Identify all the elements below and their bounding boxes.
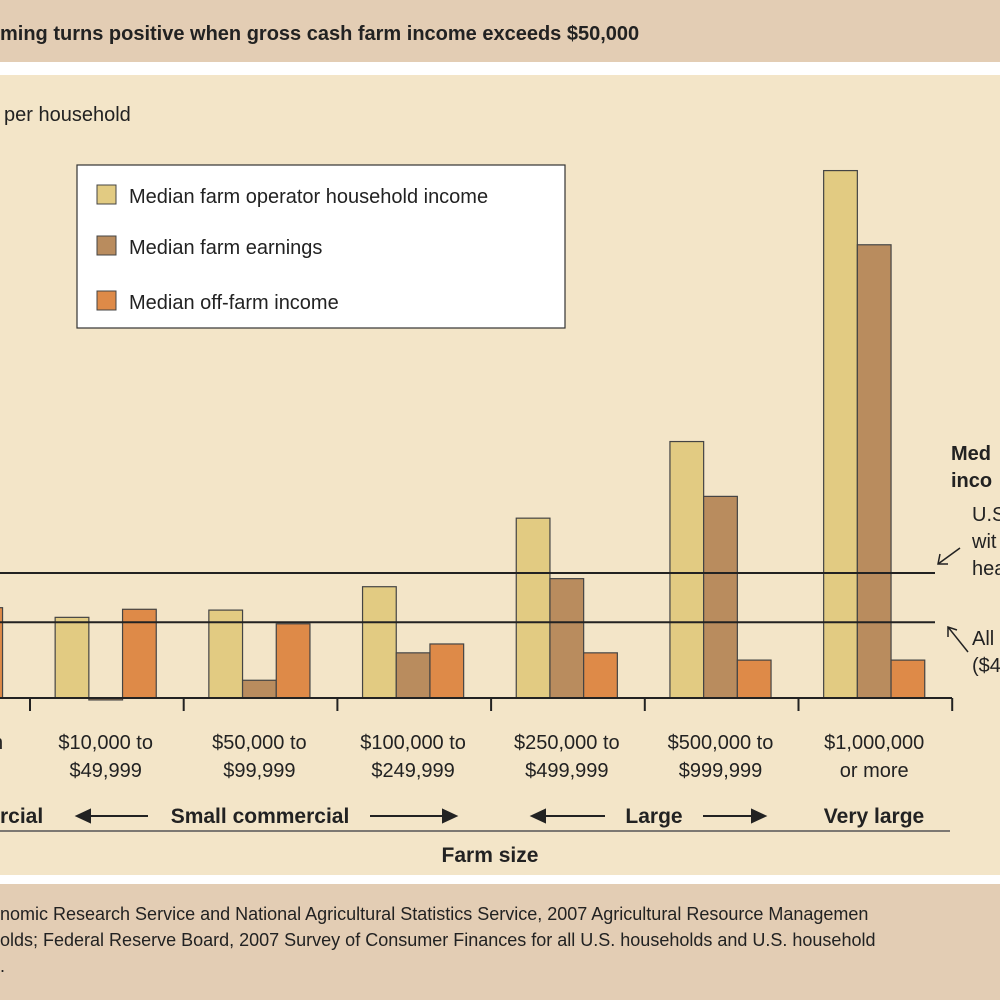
- source-line: nomic Research Service and National Agri…: [0, 904, 868, 924]
- arrow-left-icon: [529, 808, 605, 824]
- legend: Median farm operator household income Me…: [76, 164, 566, 329]
- x-ticks: [29, 698, 954, 711]
- source-line: .: [0, 956, 5, 976]
- bar-median-off-farm-income: [736, 659, 772, 699]
- legend-swatch-household-income: [96, 184, 117, 205]
- group-label: Large: [625, 805, 682, 828]
- bar-median-farm-earnings: [395, 652, 431, 699]
- x-tick-label: $10,000 to: [58, 732, 153, 754]
- arrow-right-icon: [370, 808, 459, 824]
- group-label: Very large: [824, 805, 924, 828]
- source-line: olds; Federal Reserve Board, 2007 Survey…: [0, 930, 875, 950]
- arrow-right-icon: [703, 808, 768, 824]
- bar-median-off-farm-income: [0, 607, 4, 699]
- group-label: rcial: [0, 805, 43, 828]
- arrow-icon: [947, 625, 969, 653]
- x-tick-label: $500,000 to: [668, 732, 774, 754]
- bar-median-farm-earnings: [703, 495, 738, 699]
- bar-median-off-farm-income: [890, 659, 926, 699]
- x-tick-label: $250,000 to: [514, 732, 620, 754]
- legend-swatch-off-farm-income: [96, 290, 117, 311]
- x-tick-label: $50,000 to: [212, 732, 307, 754]
- ref-label: U.S: [972, 504, 1000, 526]
- bar-median-farm-operator-household-income: [361, 586, 397, 699]
- legend-label: Median farm earnings: [129, 237, 322, 259]
- ref-label-bold: inco: [951, 470, 992, 492]
- ref-label: wit: [971, 531, 997, 553]
- bar-median-farm-operator-household-income: [669, 440, 705, 699]
- legend-swatch-farm-earnings: [96, 235, 117, 256]
- bar-median-farm-earnings: [549, 578, 585, 699]
- legend-label: Median off-farm income: [129, 292, 339, 314]
- arrow-left-icon: [74, 808, 148, 824]
- bar-median-off-farm-income: [275, 623, 311, 699]
- x-tick-label: $100,000 to: [360, 732, 466, 754]
- group-label: Small commercial: [171, 805, 350, 828]
- bar-median-farm-earnings: [856, 244, 892, 699]
- bar-median-farm-operator-household-income: [823, 169, 858, 699]
- bar-median-farm-earnings: [241, 679, 277, 699]
- chart-title: ming turns positive when gross cash farm…: [0, 23, 639, 45]
- bar-median-off-farm-income: [429, 643, 465, 699]
- bar-median-off-farm-income: [121, 608, 157, 699]
- bars: [0, 169, 926, 701]
- x-tick-label: $999,999: [679, 760, 762, 782]
- x-tick-label: or more: [840, 760, 909, 782]
- ref-label-bold: Med: [951, 443, 991, 465]
- x-tick-label: $249,999: [371, 760, 454, 782]
- reference-lines: [0, 572, 935, 624]
- arrow-icon: [937, 547, 961, 565]
- title-band: [0, 0, 1000, 62]
- y-axis-label: per household: [4, 104, 131, 126]
- source-band: [0, 884, 1000, 1000]
- x-tick-label: n: [0, 732, 3, 754]
- legend-label: Median farm operator household income: [129, 186, 488, 208]
- x-tick-label: $99,999: [223, 760, 295, 782]
- bar-median-farm-operator-household-income: [515, 517, 551, 699]
- ref-label: ($4: [972, 655, 1000, 677]
- x-tick-label: $499,999: [525, 760, 608, 782]
- x-tick-labels: n $10,000 to $49,999 $50,000 to $99,999 $100,…: [0, 732, 924, 782]
- bar-median-farm-operator-household-income: [54, 616, 90, 699]
- ref-label: All: [972, 628, 994, 650]
- bar-median-farm-operator-household-income: [208, 609, 244, 699]
- x-tick-label: $1,000,000: [824, 732, 924, 754]
- ref-label: hea: [972, 558, 1000, 580]
- x-tick-label: $49,999: [70, 760, 142, 782]
- bar-median-off-farm-income: [583, 652, 618, 699]
- x-axis-label: Farm size: [442, 844, 539, 867]
